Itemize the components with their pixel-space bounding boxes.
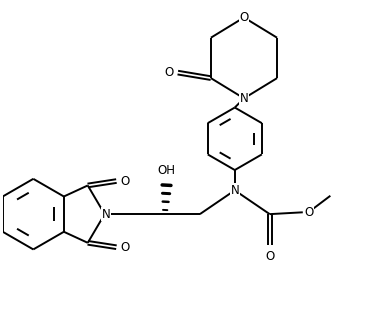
Text: O: O [305, 206, 314, 219]
Text: N: N [230, 184, 239, 197]
Text: O: O [120, 241, 129, 254]
Text: OH: OH [158, 164, 176, 176]
Text: N: N [102, 208, 110, 221]
Text: O: O [164, 66, 174, 79]
Text: O: O [265, 250, 275, 263]
Text: N: N [240, 92, 248, 105]
Text: O: O [120, 175, 129, 188]
Text: O: O [239, 11, 249, 24]
